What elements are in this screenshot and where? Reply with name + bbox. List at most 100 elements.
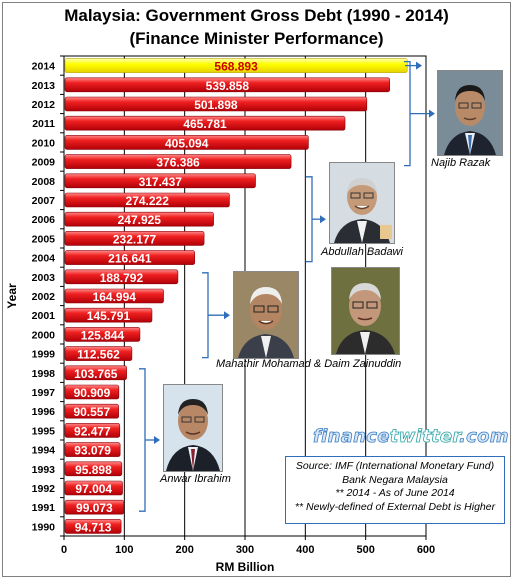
data-label: 99.073: [76, 501, 113, 515]
bar: [64, 519, 122, 534]
y-tick-label: 2004: [32, 253, 56, 265]
source-box: Source: IMF (International Monetary Fund…: [285, 456, 505, 524]
bar: [64, 250, 196, 265]
y-tick-label: 2014: [32, 61, 56, 73]
daim-zainuddin-photo: [331, 267, 400, 355]
bar: [64, 327, 141, 342]
y-tick-label: 2002: [32, 291, 56, 303]
x-tick-label: 100: [115, 544, 133, 556]
mahathir-mohamad-photo: [233, 271, 299, 359]
data-label: 216.641: [108, 252, 152, 266]
abdullah-badawi-caption: Abdullah Badawi: [321, 246, 403, 258]
mahathir-bracket: [202, 272, 209, 359]
y-tick-label: 1994: [32, 445, 56, 457]
data-label: 90.909: [74, 386, 111, 400]
data-label: 274.222: [126, 194, 170, 208]
y-tick-label: 1991: [32, 502, 56, 514]
y-tick-label: 2005: [32, 233, 56, 245]
bar: [64, 192, 230, 208]
bar: [64, 115, 346, 131]
najib-top-arrowhead: [416, 61, 422, 70]
x-tick-label: 0: [61, 544, 67, 556]
data-label: 164.994: [93, 290, 137, 304]
data-label: 95.898: [75, 463, 112, 477]
bar: [64, 307, 153, 323]
data-label: 465.781: [183, 117, 227, 131]
data-label: 97.004: [75, 482, 112, 496]
najib-bracket: [404, 60, 411, 167]
x-tick-label: 400: [296, 544, 314, 556]
y-tick-label: 2012: [32, 99, 56, 111]
anwar-bracket: [139, 368, 146, 512]
y-tick-label: 2013: [32, 80, 56, 92]
y-tick-label: 2003: [32, 272, 56, 284]
data-label: 112.562: [77, 348, 120, 362]
data-label: 568.893: [214, 60, 258, 74]
najib-arrowhead: [429, 109, 435, 118]
anwar-arrowhead: [154, 436, 160, 444]
data-label: 94.713: [75, 520, 112, 534]
bar: [64, 96, 368, 112]
source-line-2: Bank Negara Malaysia: [342, 473, 448, 486]
data-label: 247.925: [118, 213, 162, 227]
data-label: 376.386: [156, 156, 200, 170]
data-label: 90.557: [73, 405, 110, 419]
y-tick-label: 2010: [32, 137, 56, 149]
mahathir-arrowhead: [224, 311, 230, 320]
bar: [64, 269, 179, 285]
bar: [64, 403, 119, 419]
data-label: 405.094: [165, 136, 209, 150]
bar: [64, 365, 127, 381]
data-label: 93.079: [74, 444, 111, 458]
bar: [64, 77, 391, 93]
data-label: 125.844: [81, 328, 125, 342]
bar: [64, 346, 133, 361]
bar: [64, 154, 292, 169]
abdullah-badawi-photo: [329, 162, 395, 244]
najib-razak-caption: Najib Razak: [431, 157, 491, 169]
source-line-4: ** Newly-defined of External Debt is Hig…: [294, 500, 496, 513]
source-line-1: Source: IMF (International Monetary Fund…: [295, 460, 495, 472]
y-tick-label: 1992: [32, 483, 56, 495]
bar: [64, 442, 121, 457]
data-label: 539.858: [206, 79, 250, 93]
source-line-3: ** 2014 - As of June 2014: [335, 487, 455, 499]
data-label: 92.477: [74, 424, 111, 438]
data-label: 103.765: [74, 367, 118, 381]
x-tick-label: 300: [236, 544, 254, 556]
financetwitter-logo: financetwitter.com: [313, 426, 509, 448]
y-tick-label: 2011: [32, 118, 55, 130]
y-axis-title: Year: [5, 283, 19, 309]
y-tick-label: 2007: [32, 195, 56, 207]
y-tick-label: 1996: [32, 406, 56, 418]
x-axis-title: RM Billion: [216, 560, 275, 574]
bar: [64, 135, 309, 150]
abdullah-arrowhead: [320, 215, 326, 224]
x-tick-label: 200: [175, 544, 193, 556]
data-label: 232.177: [113, 232, 157, 246]
najib-razak-photo: [437, 70, 503, 156]
y-tick-label: 1995: [32, 425, 56, 437]
y-tick-label: 2000: [32, 329, 56, 341]
y-tick-label: 2006: [32, 214, 56, 226]
anwar-ibrahim-caption: Anwar Ibrahim: [160, 473, 231, 485]
y-tick-label: 1999: [32, 349, 56, 361]
x-tick-label: 600: [417, 544, 435, 556]
bar: [64, 288, 164, 304]
bar: [64, 211, 214, 227]
data-label: 145.791: [87, 309, 131, 323]
bar: [64, 231, 205, 246]
bar: [64, 499, 125, 515]
bar: [64, 461, 123, 477]
x-tick-label: 500: [356, 544, 374, 556]
bar: [64, 423, 121, 438]
bar: [64, 173, 256, 189]
abdullah-bracket: [306, 176, 313, 263]
minister-brackets: [139, 60, 435, 512]
data-label: 188.792: [100, 271, 144, 285]
y-tick-label: 2001: [32, 310, 56, 322]
y-tick-label: 1998: [32, 368, 56, 380]
data-label: 317.437: [139, 175, 183, 189]
data-label: 501.898: [194, 98, 238, 112]
y-tick-label: 1997: [32, 387, 56, 399]
